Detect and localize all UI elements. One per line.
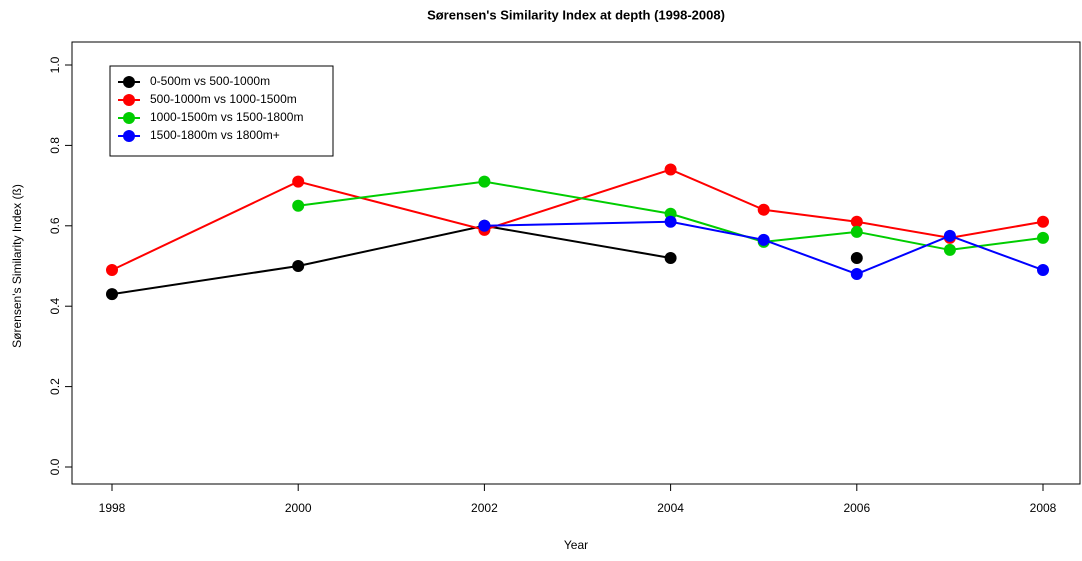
- legend-label: 500-1000m vs 1000-1500m: [150, 92, 297, 106]
- data-point: [292, 260, 305, 272]
- y-tick-label: 0.2: [48, 378, 62, 395]
- data-point: [850, 215, 863, 228]
- legend-label: 1500-1800m vs 1800m+: [150, 128, 280, 142]
- legend-marker: [123, 76, 135, 88]
- x-tick-label: 2006: [843, 501, 870, 515]
- data-point: [757, 233, 770, 246]
- legend-marker: [123, 130, 135, 142]
- y-tick-label: 0.0: [48, 458, 62, 475]
- legend-label: 0-500m vs 500-1000m: [150, 74, 270, 88]
- data-point: [757, 203, 770, 216]
- data-point: [850, 268, 863, 281]
- data-point: [292, 199, 305, 212]
- data-point: [478, 175, 491, 188]
- data-point: [850, 251, 863, 264]
- x-tick-label: 2008: [1030, 501, 1057, 515]
- legend-label: 1000-1500m vs 1500-1800m: [150, 110, 303, 124]
- series-line: [111, 168, 1044, 271]
- x-tick-label: 1998: [99, 501, 126, 515]
- data-point: [478, 219, 491, 232]
- y-tick-label: 0.6: [48, 217, 62, 234]
- legend-marker: [123, 112, 135, 124]
- data-point: [292, 175, 305, 188]
- data-point: [106, 288, 118, 301]
- data-point: [664, 251, 677, 264]
- data-point: [106, 264, 118, 277]
- x-axis-label: Year: [564, 538, 588, 552]
- data-point: [1037, 264, 1049, 277]
- data-point: [664, 215, 677, 228]
- chart-title: Sørensen's Similarity Index at depth (19…: [427, 7, 725, 22]
- legend-marker: [123, 94, 135, 106]
- y-tick-label: 0.4: [48, 298, 62, 315]
- x-tick-label: 2004: [657, 501, 684, 515]
- data-point: [1037, 231, 1049, 244]
- legend-box: [109, 65, 334, 157]
- data-point: [943, 243, 956, 256]
- data-point: [664, 163, 677, 176]
- data-point: [1037, 215, 1049, 228]
- y-tick-label: 1.0: [48, 56, 62, 73]
- series-line: [484, 220, 1044, 276]
- data-point: [850, 225, 863, 238]
- x-tick-label: 2000: [285, 501, 312, 515]
- x-tick-label: 2002: [471, 501, 498, 515]
- series-line: [111, 224, 671, 296]
- y-axis-label: Sørensen's Similarity Index (ß): [10, 184, 24, 348]
- data-point: [943, 229, 956, 242]
- y-tick-label: 0.8: [48, 137, 62, 154]
